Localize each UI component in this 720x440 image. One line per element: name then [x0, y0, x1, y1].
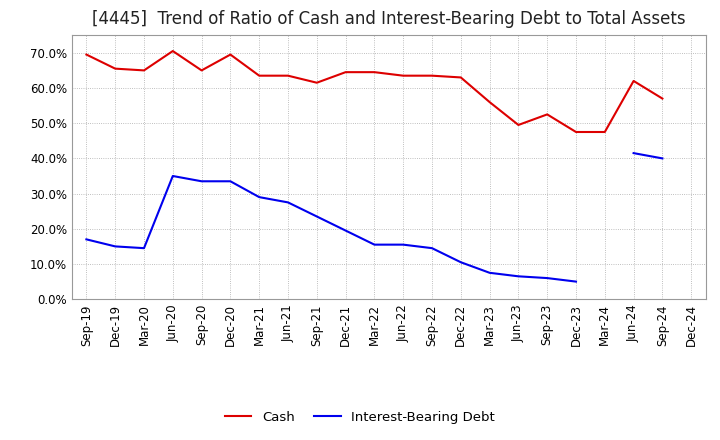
Interest-Bearing Debt	[111, 244, 120, 249]
Cash	[140, 68, 148, 73]
Interest-Bearing Debt	[543, 275, 552, 281]
Interest-Bearing Debt	[82, 237, 91, 242]
Title: [4445]  Trend of Ratio of Cash and Interest-Bearing Debt to Total Assets: [4445] Trend of Ratio of Cash and Intere…	[92, 10, 685, 28]
Cash	[341, 70, 350, 75]
Interest-Bearing Debt	[312, 214, 321, 219]
Cash	[658, 96, 667, 101]
Line: Cash: Cash	[86, 51, 662, 132]
Interest-Bearing Debt	[456, 260, 465, 265]
Interest-Bearing Debt	[399, 242, 408, 247]
Cash	[370, 70, 379, 75]
Cash	[82, 52, 91, 57]
Interest-Bearing Debt	[370, 242, 379, 247]
Legend: Cash, Interest-Bearing Debt: Cash, Interest-Bearing Debt	[220, 405, 500, 429]
Cash	[456, 75, 465, 80]
Interest-Bearing Debt	[428, 246, 436, 251]
Interest-Bearing Debt	[341, 228, 350, 233]
Interest-Bearing Debt	[572, 279, 580, 284]
Cash	[600, 129, 609, 135]
Line: Interest-Bearing Debt: Interest-Bearing Debt	[86, 176, 576, 282]
Cash	[111, 66, 120, 71]
Cash	[543, 112, 552, 117]
Cash	[312, 80, 321, 85]
Cash	[514, 122, 523, 128]
Interest-Bearing Debt	[197, 179, 206, 184]
Interest-Bearing Debt	[284, 200, 292, 205]
Cash	[226, 52, 235, 57]
Cash	[399, 73, 408, 78]
Cash	[168, 48, 177, 54]
Interest-Bearing Debt	[226, 179, 235, 184]
Cash	[428, 73, 436, 78]
Interest-Bearing Debt	[140, 246, 148, 251]
Cash	[485, 99, 494, 105]
Cash	[629, 78, 638, 84]
Interest-Bearing Debt	[168, 173, 177, 179]
Cash	[572, 129, 580, 135]
Cash	[197, 68, 206, 73]
Interest-Bearing Debt	[514, 274, 523, 279]
Interest-Bearing Debt	[485, 270, 494, 275]
Cash	[284, 73, 292, 78]
Cash	[255, 73, 264, 78]
Interest-Bearing Debt	[255, 194, 264, 200]
